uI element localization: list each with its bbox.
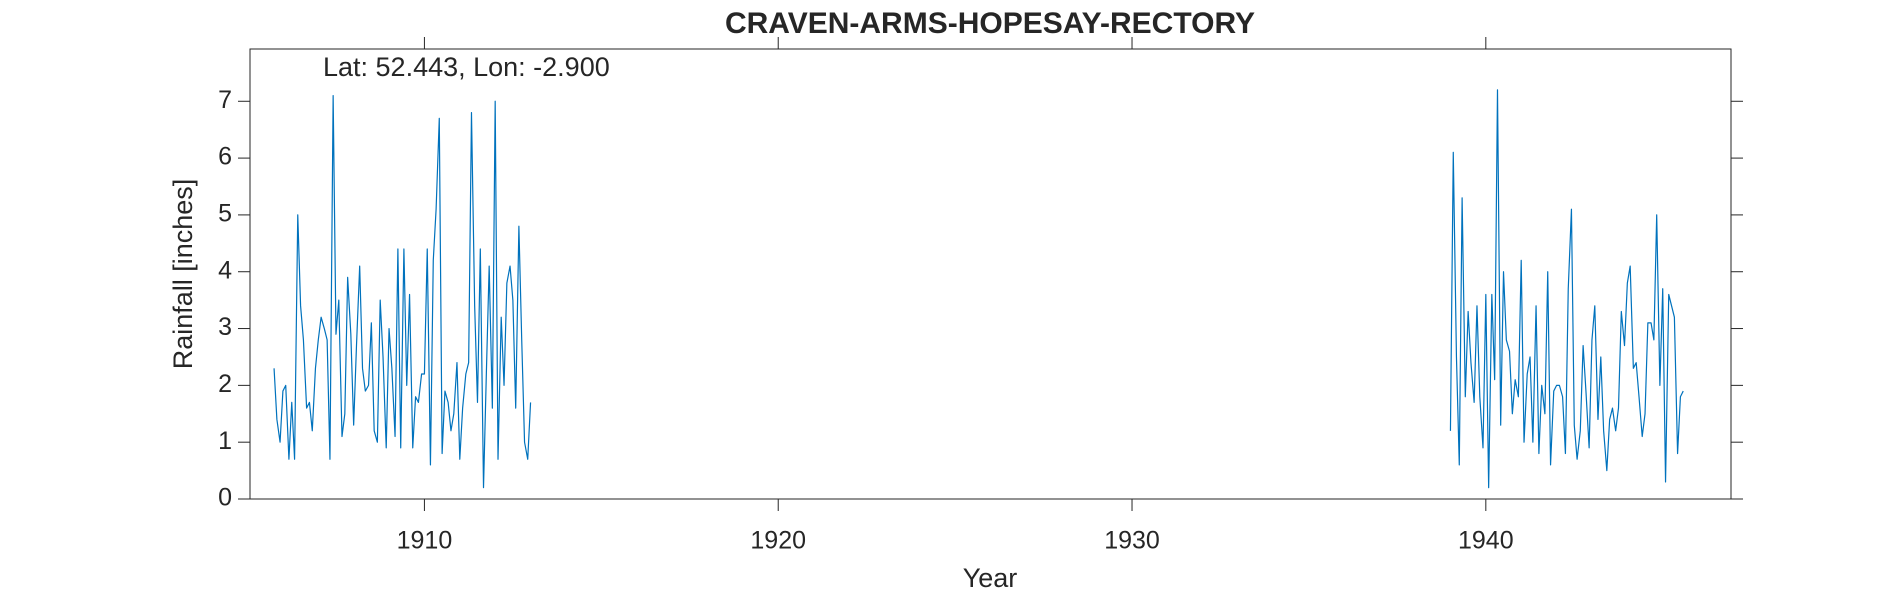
- x-tick-label: 1940: [1458, 527, 1514, 555]
- y-tick-label: 1: [218, 427, 232, 455]
- y-tick-label: 7: [218, 86, 232, 114]
- axes-box: [249, 48, 1732, 500]
- chart-title: CRAVEN-ARMS-HOPESAY-RECTORY: [725, 7, 1255, 40]
- y-tick-label: 0: [218, 484, 232, 512]
- y-axis-label: Rainfall [inches]: [168, 179, 198, 370]
- line-series: [273, 89, 1684, 489]
- y-tick-label: 5: [218, 200, 232, 228]
- x-axis-label: Year: [963, 563, 1018, 591]
- y-tick-label: 4: [218, 256, 232, 284]
- y-tick-label: 6: [218, 143, 232, 171]
- x-tick-label: 1910: [397, 527, 453, 555]
- annotation: Lat: 52.443, Lon: -2.900: [323, 52, 610, 82]
- y-tick-label: 3: [218, 313, 232, 341]
- y-tick-label: 2: [218, 370, 232, 398]
- x-tick-label: 1930: [1104, 527, 1160, 555]
- x-tick-label: 1920: [750, 527, 806, 555]
